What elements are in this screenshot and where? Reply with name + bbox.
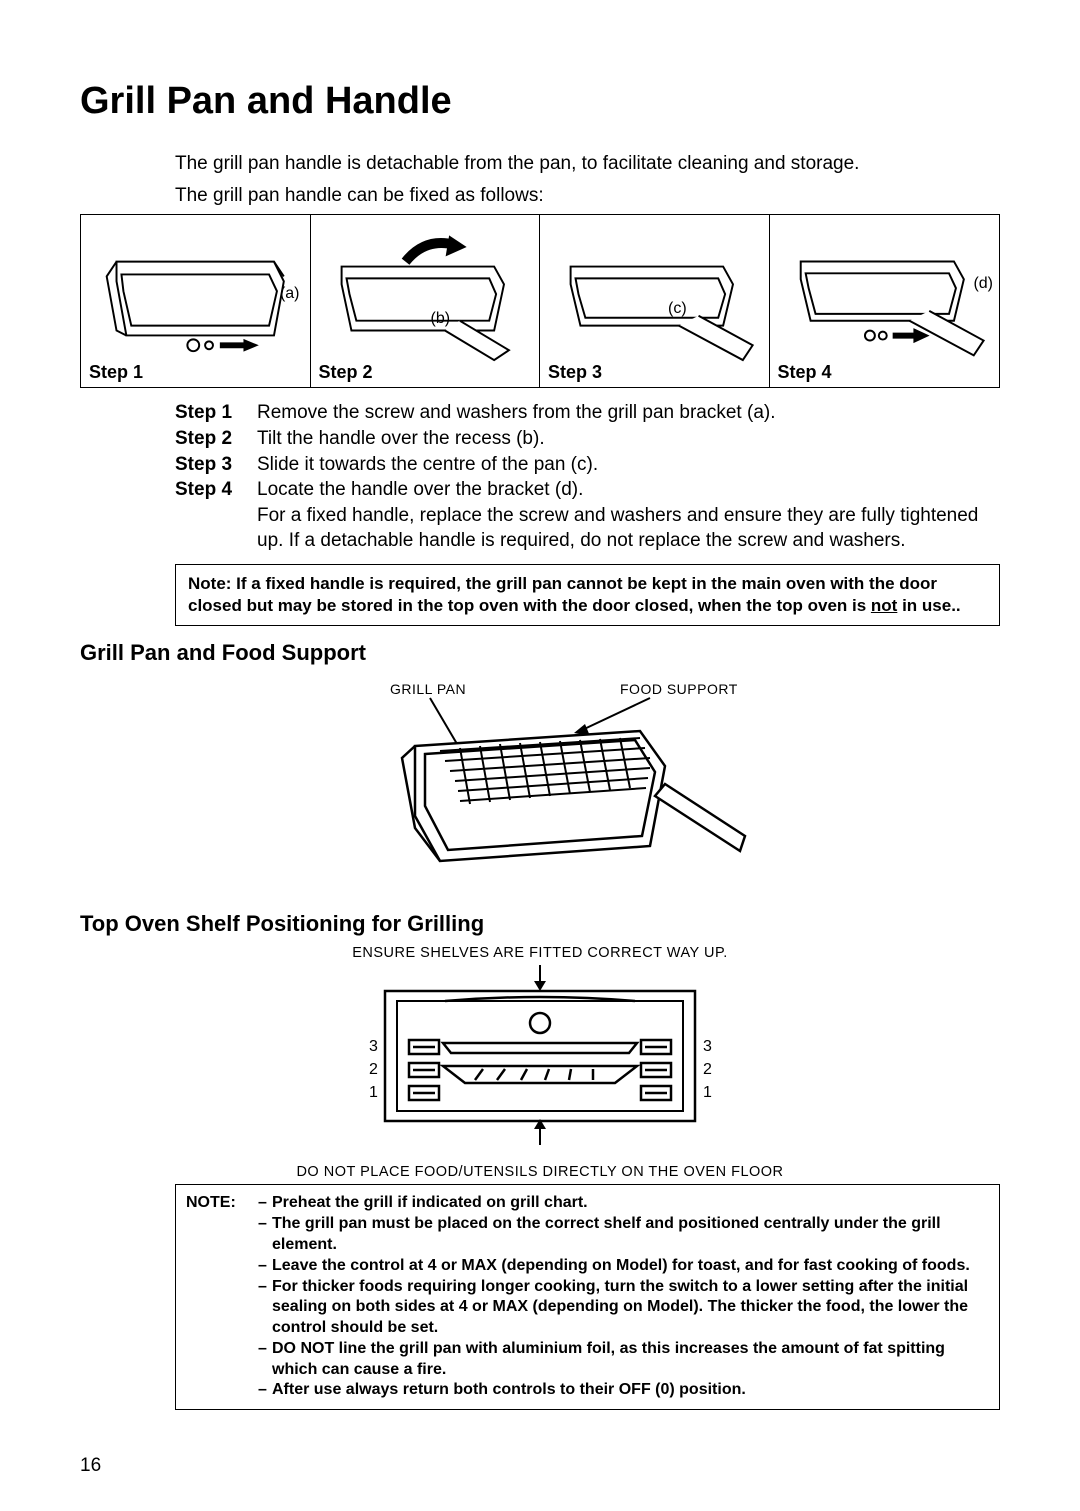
grill-pan-food-support-diagram: GRILL PAN FOOD SUPPORT [80, 676, 1000, 881]
note-box-1: Note: If a fixed handle is required, the… [175, 564, 1000, 626]
shelf-num-left-3: 3 [369, 1038, 378, 1055]
section-grill-pan-food-support: Grill Pan and Food Support [80, 640, 1000, 666]
instruction-row: Step 4 Locate the handle over the bracke… [175, 477, 1000, 503]
shelf-num-left-2: 2 [369, 1061, 378, 1078]
instruction-label: Step 3 [175, 452, 257, 478]
instruction-text: Tilt the handle over the recess (b). [257, 426, 1000, 452]
note2-item: For thicker foods requiring longer cooki… [272, 1277, 989, 1339]
note2-item: The grill pan must be placed on the corr… [272, 1214, 989, 1256]
instruction-label: Step 1 [175, 400, 257, 426]
grill-pan-slide-icon [546, 221, 763, 381]
instruction-extra: For a fixed handle, replace the screw an… [175, 503, 1000, 554]
instruction-row: Step 1 Remove the screw and washers from… [175, 400, 1000, 426]
step-1-label: Step 1 [89, 362, 143, 383]
step-diagram-grid: (a) Step 1 (b) Step 2 (c) Step 3 [80, 214, 1000, 388]
note1-text-a: Note: If a fixed handle is required, the… [188, 574, 937, 615]
note1-underlined: not [871, 596, 897, 615]
instruction-text: Locate the handle over the bracket (d). [257, 477, 1000, 503]
diagram-letter-d: (d) [973, 275, 993, 293]
grill-pan-label: GRILL PAN [390, 681, 466, 697]
intro-text-1: The grill pan handle is detachable from … [175, 151, 1000, 177]
note2-item: DO NOT line the grill pan with aluminium… [272, 1339, 989, 1381]
note2-label: NOTE: [186, 1193, 258, 1401]
note-box-2: NOTE: –Preheat the grill if indicated on… [175, 1184, 1000, 1410]
diagram-step-1: (a) Step 1 [81, 215, 311, 387]
shelf-num-right-1: 1 [703, 1084, 712, 1101]
intro-text-2: The grill pan handle can be fixed as fol… [175, 183, 1000, 209]
page-title: Grill Pan and Handle [80, 80, 1000, 123]
instruction-row: Step 3 Slide it towards the centre of th… [175, 452, 1000, 478]
instruction-text: Remove the screw and washers from the gr… [257, 400, 1000, 426]
shelf-num-right-2: 2 [703, 1061, 712, 1078]
instruction-label: Step 4 [175, 477, 257, 503]
grill-pan-locate-icon [776, 221, 994, 381]
instruction-text: Slide it towards the centre of the pan (… [257, 452, 1000, 478]
shelf-caption-top: ENSURE SHELVES ARE FITTED CORRECT WAY UP… [80, 945, 1000, 961]
section-top-oven-shelf: Top Oven Shelf Positioning for Grilling [80, 911, 1000, 937]
page-number: 16 [80, 1455, 101, 1477]
note1-text-b: in use.. [897, 596, 960, 615]
diagram-step-2: (b) Step 2 [311, 215, 541, 387]
grill-pan-food-support-icon: GRILL PAN FOOD SUPPORT [320, 676, 760, 876]
step-2-label: Step 2 [319, 362, 373, 383]
grill-pan-icon [87, 221, 304, 381]
diagram-letter-c: (c) [668, 300, 687, 318]
diagram-step-3: (c) Step 3 [540, 215, 770, 387]
diagram-letter-b: (b) [431, 310, 451, 328]
shelf-num-left-1: 1 [369, 1084, 378, 1101]
instruction-list: Step 1 Remove the screw and washers from… [175, 400, 1000, 554]
step-4-label: Step 4 [778, 362, 832, 383]
grill-pan-tilt-icon [317, 221, 534, 381]
shelf-num-right-3: 3 [703, 1038, 712, 1055]
food-support-label: FOOD SUPPORT [620, 681, 738, 697]
instruction-row: Step 2 Tilt the handle over the recess (… [175, 426, 1000, 452]
shelf-caption-bottom: DO NOT PLACE FOOD/UTENSILS DIRECTLY ON T… [80, 1164, 1000, 1180]
note2-item: After use always return both controls to… [272, 1380, 746, 1401]
diagram-step-4: (d) Step 4 [770, 215, 1000, 387]
note2-list: –Preheat the grill if indicated on grill… [258, 1193, 989, 1401]
instruction-label: Step 2 [175, 426, 257, 452]
diagram-letter-a: (a) [280, 285, 300, 303]
note2-item: Leave the control at 4 or MAX (depending… [272, 1256, 970, 1277]
oven-shelf-diagram: 3 2 1 3 2 1 [80, 965, 1000, 1160]
note2-item: Preheat the grill if indicated on grill … [272, 1193, 588, 1214]
oven-icon: 3 2 1 3 2 1 [325, 965, 755, 1155]
step-3-label: Step 3 [548, 362, 602, 383]
instruction-extra-text: For a fixed handle, replace the screw an… [257, 503, 1000, 554]
